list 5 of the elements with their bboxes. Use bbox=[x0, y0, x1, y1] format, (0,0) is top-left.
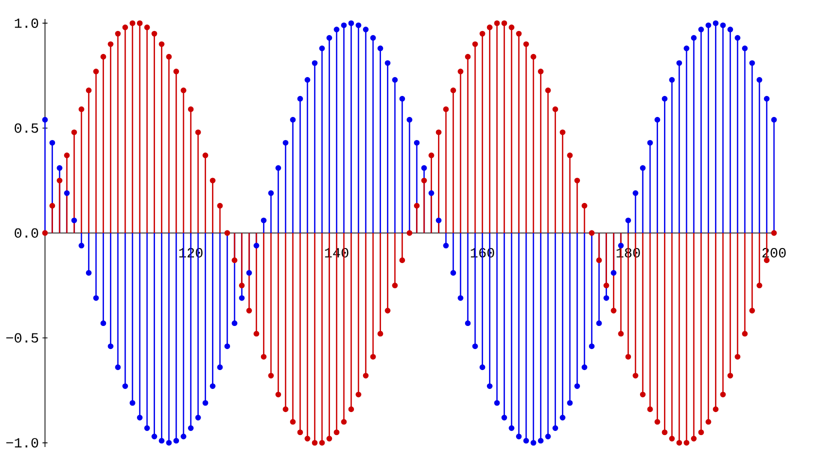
y-tick-label: −0.5 bbox=[6, 333, 38, 343]
y-tick-label: −1.0 bbox=[6, 438, 38, 448]
y-tick-label: 0.5 bbox=[14, 123, 38, 133]
y-tick-label: 1.0 bbox=[14, 18, 38, 28]
y-tick-label: 0.0 bbox=[14, 228, 38, 238]
